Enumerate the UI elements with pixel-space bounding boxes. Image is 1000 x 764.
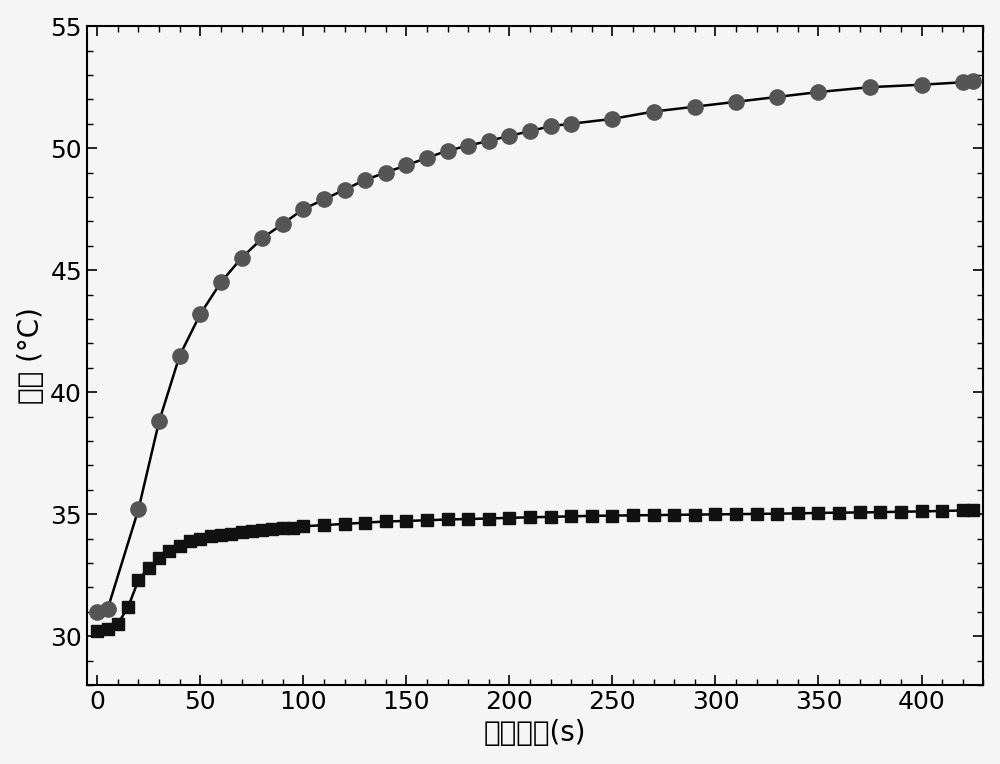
Y-axis label: 温度 (°C): 温度 (°C) bbox=[17, 307, 45, 404]
X-axis label: 辐照时间(s): 辐照时间(s) bbox=[484, 720, 586, 747]
